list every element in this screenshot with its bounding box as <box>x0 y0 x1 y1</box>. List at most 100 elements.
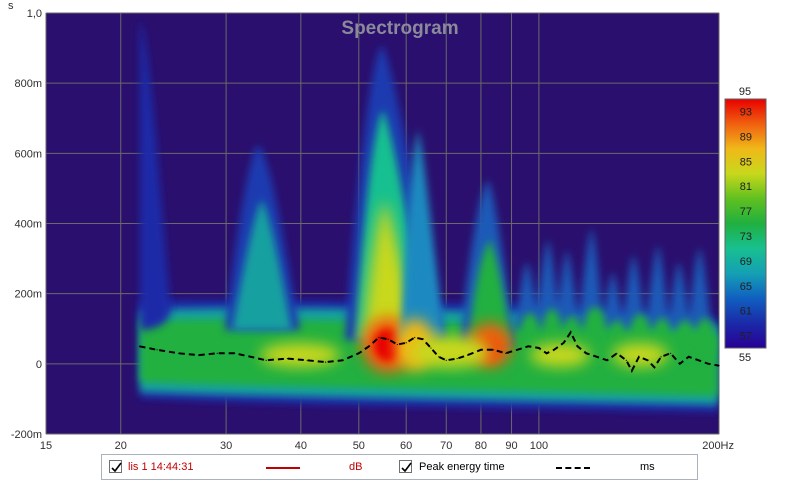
peak-energy-point <box>527 345 529 347</box>
y-tick-label: 400m <box>14 219 42 231</box>
peak-energy-point <box>342 359 344 361</box>
peak-energy-point <box>616 352 618 354</box>
peak-energy-point <box>545 352 548 354</box>
colorbar-tick-label: 85 <box>740 156 752 168</box>
peak-energy-point <box>430 347 432 349</box>
x-tick-label: 20 <box>115 440 127 452</box>
peak-energy-point <box>576 345 579 347</box>
colorbar <box>724 98 767 349</box>
peak-energy-point <box>660 356 662 358</box>
y-axis-label: s <box>8 0 14 12</box>
peak-energy-point <box>378 336 380 339</box>
peak-energy-point <box>456 357 458 360</box>
peak-energy-point <box>368 345 370 347</box>
x-axis-ticks: 15 20 30 40 50 60 70 80 90 100 200Hz <box>40 440 734 452</box>
x-tick-label: 90 <box>505 440 517 452</box>
colorbar-tick-label: 55 <box>739 352 751 364</box>
y-tick-label: -200m <box>11 429 42 441</box>
peak-energy-point <box>493 349 495 351</box>
x-tick-label: 200Hz <box>702 440 734 452</box>
series-peak-energy-time-line <box>139 330 719 373</box>
x-tick-label: 80 <box>475 440 487 452</box>
checkmark-icon <box>401 462 412 473</box>
legend-unit-measurement: dB <box>349 461 363 473</box>
peak-energy-point <box>325 361 327 363</box>
legend-label-peak-energy-time: Peak energy time <box>419 461 505 473</box>
peak-energy-point <box>198 354 200 356</box>
y-tick-label: 0 <box>36 359 42 371</box>
x-tick-label: 15 <box>40 440 52 452</box>
peak-energy-point <box>585 352 587 354</box>
peak-energy-point <box>718 364 720 367</box>
colorbar-ticks: 95 93 89 85 81 77 73 69 65 61 57 55 <box>739 86 752 364</box>
peak-energy-point <box>156 349 158 351</box>
peak-energy-point <box>480 349 482 351</box>
peak-energy-point <box>445 359 447 361</box>
peak-energy-point <box>306 359 308 361</box>
legend-line-peak-energy-time <box>556 467 590 469</box>
peak-energy-point <box>467 354 469 356</box>
y-tick-label: 600m <box>14 148 42 160</box>
x-tick-label: 40 <box>295 440 307 452</box>
peak-energy-point <box>596 356 598 358</box>
legend: lis 1 14:44:31 dB Peak energy time ms <box>101 454 698 480</box>
x-tick-label: 50 <box>353 440 365 452</box>
peak-energy-point <box>631 370 633 372</box>
peak-energy-point <box>647 359 649 361</box>
peak-energy-point <box>414 336 416 339</box>
y-tick-label: 200m <box>14 289 42 301</box>
legend-checkbox-measurement[interactable] <box>109 460 122 473</box>
colorbar-tick-label: 69 <box>740 256 752 268</box>
chart-title: Spectrogram <box>341 18 458 39</box>
peak-energy-point <box>516 349 518 351</box>
peak-energy-point <box>138 345 141 347</box>
peak-energy-point <box>653 366 656 368</box>
peak-energy-point <box>698 359 700 361</box>
peak-energy-point <box>405 342 407 344</box>
colorbar-tick-label: 95 <box>739 86 751 98</box>
peak-energy-point <box>688 356 690 358</box>
peak-energy-point <box>563 342 565 344</box>
peak-energy-point <box>638 356 640 358</box>
colorbar-tick-label: 65 <box>740 281 752 293</box>
x-tick-label: 100 <box>530 440 548 452</box>
peak-energy-point <box>538 347 540 349</box>
peak-energy-point <box>387 338 389 340</box>
peak-energy-point <box>396 343 398 346</box>
peak-energy-point <box>438 356 440 358</box>
series-peak-energy-time-points <box>138 331 720 372</box>
x-tick-label: 70 <box>440 440 452 452</box>
colorbar-tick-label: 61 <box>740 306 752 318</box>
peak-energy-point <box>358 352 360 354</box>
peak-energy-point <box>422 338 424 340</box>
colorbar-tick-label: 89 <box>740 131 752 143</box>
peak-energy-point <box>570 331 572 333</box>
peak-energy-point <box>707 363 709 365</box>
colorbar-tick-label: 77 <box>740 206 752 218</box>
legend-label-measurement: lis 1 14:44:31 <box>128 461 194 473</box>
colorbar-tick-label: 73 <box>740 231 752 243</box>
legend-line-measurement <box>266 467 300 469</box>
y-tick-label: 1,0 <box>27 8 42 20</box>
legend-unit-peak-energy-time: ms <box>640 461 655 473</box>
legend-checkbox-peak-energy-time[interactable] <box>399 460 412 473</box>
colorbar-tick-label: 57 <box>740 331 752 343</box>
peak-energy-point <box>606 359 608 361</box>
peak-energy-point <box>265 359 267 361</box>
peak-energy-point <box>234 352 236 354</box>
peak-energy-point <box>216 352 218 354</box>
peak-energy-point <box>178 352 180 354</box>
x-tick-label: 30 <box>220 440 232 452</box>
y-axis-ticks: -200m 0 200m 400m 600m 800m 1,0 <box>11 8 42 441</box>
colorbar-tick-label: 93 <box>740 106 752 118</box>
colorbar-tick-label: 81 <box>740 181 752 193</box>
peak-energy-point <box>250 356 252 358</box>
peak-energy-point <box>505 352 507 354</box>
peak-energy-point <box>625 359 627 361</box>
peak-energy-point <box>669 352 672 354</box>
peak-energy-point <box>553 349 555 351</box>
peak-energy-point <box>679 363 681 365</box>
x-tick-label: 60 <box>400 440 412 452</box>
y-tick-label: 800m <box>14 78 42 90</box>
